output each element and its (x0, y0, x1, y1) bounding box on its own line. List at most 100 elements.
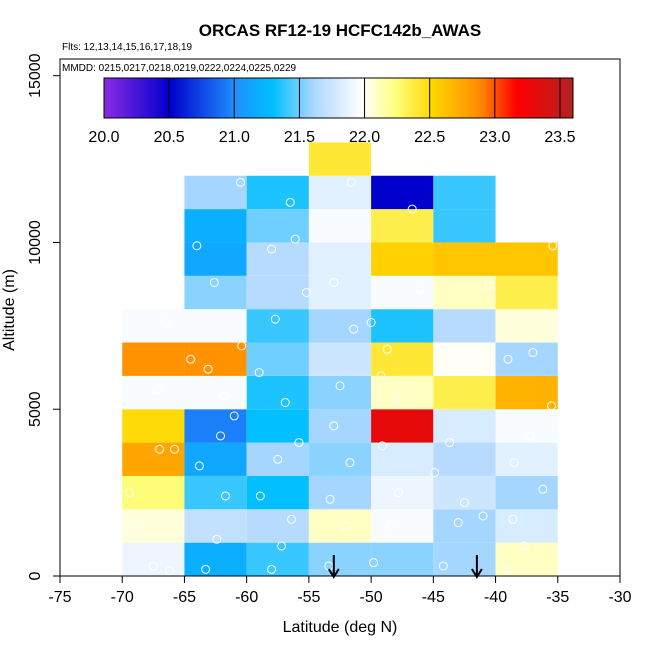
heatmap-cell (433, 475, 496, 510)
heatmap-cell (184, 475, 247, 510)
colorbar-tick-label: 20.0 (88, 129, 119, 146)
x-tick-label: -40 (484, 589, 507, 606)
sample-point (301, 287, 311, 297)
heatmap-cell (308, 509, 372, 543)
sample-point (186, 354, 196, 364)
heatmap-cell (246, 442, 309, 476)
x-tick-label: -70 (111, 589, 134, 606)
sample-point (478, 511, 488, 521)
sample-point (325, 494, 335, 504)
heatmap-cell (122, 509, 185, 543)
heatmap-cell (246, 309, 309, 343)
sample-point (335, 381, 345, 391)
heatmap-cell (371, 375, 434, 410)
sample-point (237, 341, 247, 351)
x-tick-label: -50 (360, 589, 383, 606)
colorbar-tick-label: 22.0 (349, 129, 380, 146)
heatmap-cell (495, 442, 558, 476)
sample-point (464, 358, 474, 368)
sample-point (415, 284, 425, 294)
sample-point (528, 348, 538, 358)
sample-point (391, 394, 401, 404)
sample-point (329, 277, 339, 287)
heatmap-cell (308, 342, 372, 376)
sample-point (290, 234, 300, 244)
y-tick-label: 5000 (27, 391, 44, 427)
sample-point (255, 491, 265, 501)
sample-point (267, 244, 277, 254)
heatmap-cell (122, 542, 185, 576)
heatmap-cell (246, 475, 309, 510)
heatmap-cell (495, 242, 558, 276)
x-tick-label: -60 (235, 589, 258, 606)
heatmap-cell (433, 542, 496, 576)
plot-frame (59, 58, 621, 577)
sample-points (125, 177, 558, 576)
sample-point (152, 384, 162, 394)
sample-point (430, 468, 440, 478)
sample-point (503, 564, 513, 574)
colorbar-ticks: 20.0 20.5 21.0 21.5 22.0 22.5 23.0 23.5 (88, 78, 576, 146)
sample-point (509, 458, 519, 468)
sample-point (345, 458, 355, 468)
heatmap-cell (433, 509, 496, 543)
heatmap-cell (433, 175, 496, 210)
sample-point (376, 371, 386, 381)
x-axis: -75 -70 -65 -60 -55 -50 -45 -40 -35 -30 (48, 576, 632, 606)
colorbar: 20.0 20.5 21.0 21.5 22.0 22.5 23.0 23.5 (88, 77, 576, 146)
heatmap-cell (495, 342, 558, 376)
heatmap-cell (246, 209, 309, 243)
heatmap-cell (433, 409, 496, 443)
heatmap-cell (433, 242, 496, 276)
heatmap-cell (246, 509, 309, 543)
y-tick-label: 10000 (27, 220, 44, 265)
heatmap-cell (184, 442, 247, 476)
heatmap-cell (246, 175, 309, 210)
heatmap-cell (308, 242, 372, 276)
down-arrow-icon (471, 555, 483, 579)
sample-point (519, 541, 529, 551)
sample-point (235, 177, 245, 187)
y-tick-label: 15000 (27, 53, 44, 98)
heatmap-cell (308, 142, 372, 176)
x-tick-label: -75 (48, 589, 71, 606)
sample-point (280, 398, 290, 408)
heatmap-cell (122, 442, 185, 476)
heatmap-cell (308, 209, 372, 243)
sample-point (216, 431, 226, 441)
colorbar-tick-label: 21.0 (219, 129, 250, 146)
heatmap-cell (184, 542, 247, 576)
dates-note: MMDD: 0215,0217,0218,0219,0222,0224,0225… (62, 63, 297, 74)
heatmap-cell (246, 342, 309, 376)
heatmap-cell (246, 275, 309, 310)
sample-point (453, 518, 463, 528)
heatmap-cell (433, 342, 496, 376)
sample-point (212, 534, 222, 544)
flights-note: Flts: 12,13,14,15,16,17,18,19 (62, 42, 193, 53)
heatmap-cell (184, 309, 247, 343)
heatmap-cell (308, 175, 372, 210)
heatmap-cell (433, 209, 496, 243)
sample-point (366, 318, 376, 328)
sample-point (221, 491, 231, 501)
x-tick-label: -55 (297, 589, 320, 606)
heatmap-cell (433, 309, 496, 343)
heatmap-cell (495, 309, 558, 343)
x-tick-label: -35 (546, 589, 569, 606)
x-tick-label: -45 (422, 589, 445, 606)
heatmap-cell (246, 375, 309, 410)
sample-point (503, 354, 513, 364)
sample-point (161, 318, 171, 328)
sample-point (219, 391, 229, 401)
heatmap-cell (308, 542, 372, 576)
sample-point (377, 441, 387, 451)
heatmap-cell (371, 175, 434, 210)
sample-point (547, 401, 557, 411)
sample-point (125, 488, 135, 498)
heatmap-cell (308, 275, 372, 310)
heatmap-cell (246, 242, 309, 276)
sample-point (148, 561, 158, 571)
sample-point (382, 344, 392, 354)
x-tick-label: -65 (173, 589, 196, 606)
